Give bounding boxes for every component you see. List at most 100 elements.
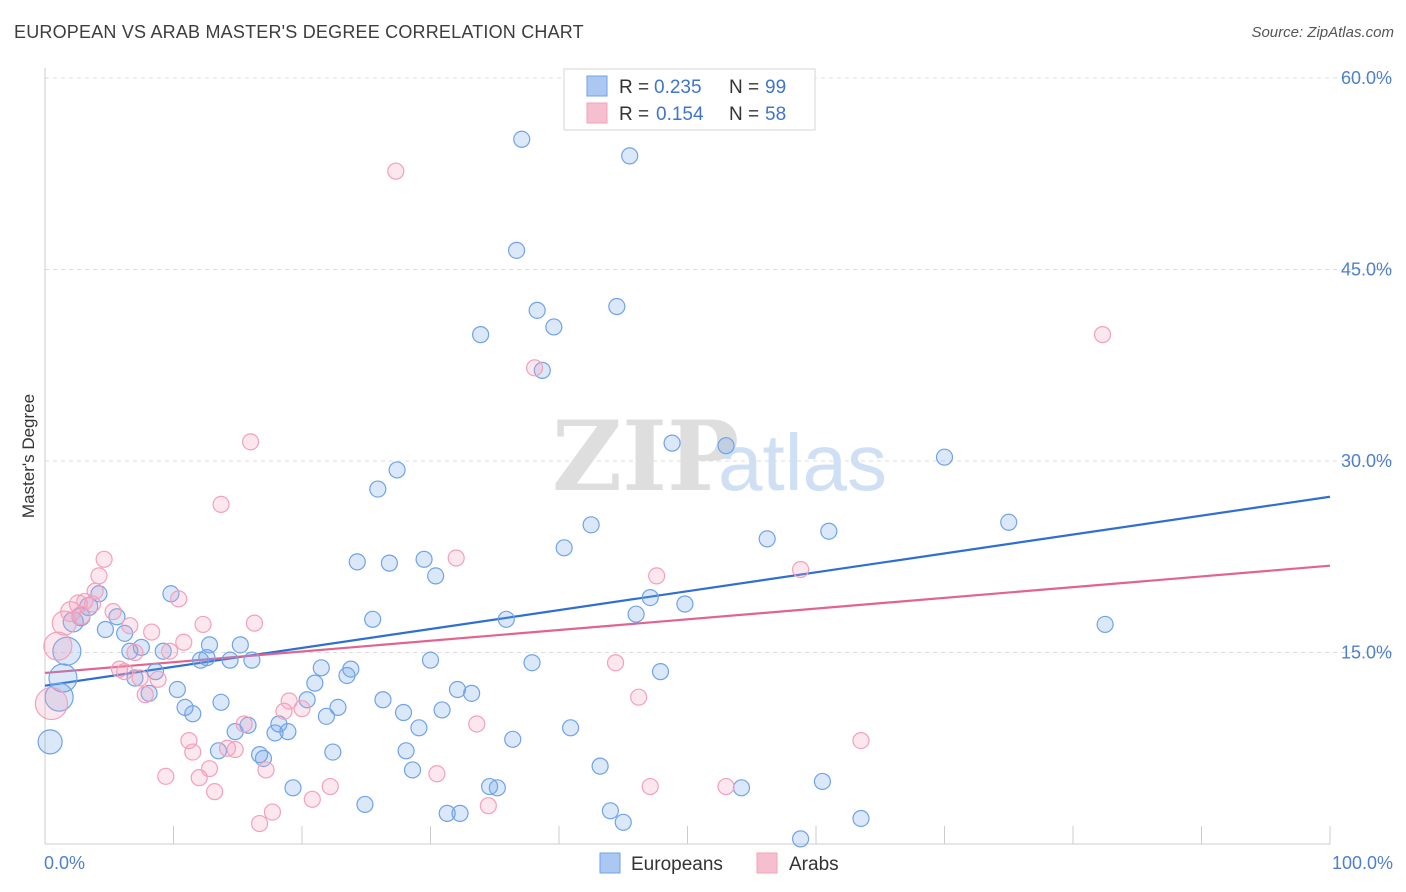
stats-r-label: R = — [619, 77, 649, 98]
data-point — [161, 642, 179, 660]
data-point — [1000, 513, 1018, 531]
data-point — [235, 715, 253, 733]
data-point — [184, 705, 202, 723]
data-point — [303, 790, 321, 808]
series-arabs — [34, 162, 1112, 833]
data-point — [513, 130, 531, 148]
data-point — [263, 803, 282, 821]
data-point — [121, 617, 139, 635]
data-point — [206, 783, 224, 801]
legend-item-europeans[interactable]: Europeans — [599, 852, 723, 875]
stats-swatch-arabs — [586, 102, 608, 124]
data-point — [71, 605, 91, 626]
data-point — [184, 743, 202, 761]
chart-title: EUROPEAN VS ARAB MASTER'S DEGREE CORRELA… — [14, 22, 584, 42]
data-point — [86, 582, 104, 600]
data-point — [717, 437, 735, 455]
data-point — [447, 549, 465, 567]
data-point — [231, 636, 249, 654]
data-point — [438, 804, 456, 822]
data-point — [448, 680, 467, 699]
stats-swatch-europeans — [586, 75, 608, 97]
data-point — [324, 743, 342, 761]
data-point — [463, 684, 481, 702]
data-point — [630, 688, 648, 706]
data-point — [415, 550, 433, 568]
x-tick-label: 100.0% — [1332, 853, 1393, 873]
data-point — [421, 651, 440, 669]
data-point — [200, 636, 219, 654]
data-point — [221, 651, 239, 669]
data-point — [95, 550, 113, 568]
data-point — [37, 729, 63, 755]
data-point — [1093, 326, 1112, 344]
data-point — [306, 674, 324, 692]
data-point — [34, 686, 69, 721]
data-point — [284, 779, 302, 797]
y-tick-label: 45.0% — [1341, 260, 1392, 280]
data-point — [194, 615, 212, 634]
stats-n-label: N = — [729, 77, 759, 98]
data-point — [608, 297, 626, 316]
data-point — [758, 530, 776, 548]
data-point — [60, 601, 82, 623]
data-point — [280, 692, 298, 710]
data-point — [149, 670, 167, 688]
data-point — [791, 830, 810, 848]
data-point — [380, 554, 398, 572]
stats-legend-row-europeans: R = 0.235 N = 99 — [586, 75, 786, 98]
legend-label-europeans: Europeans — [631, 854, 723, 875]
data-point — [614, 813, 632, 831]
data-point — [374, 691, 392, 709]
stats-legend-row-arabs: R = 0.154 N = 58 — [586, 102, 786, 125]
data-point — [497, 610, 515, 628]
data-point — [90, 567, 108, 585]
y-tick-label: 15.0% — [1341, 643, 1392, 663]
data-point — [428, 765, 446, 783]
legend-item-arabs[interactable]: Arabs — [756, 852, 839, 875]
data-point — [175, 633, 193, 651]
data-point — [312, 659, 330, 677]
data-point — [433, 701, 451, 719]
data-point — [606, 654, 625, 672]
data-point — [83, 595, 102, 613]
data-point — [791, 560, 810, 579]
data-point — [321, 777, 339, 796]
data-point — [116, 663, 134, 681]
trend-line-arabs — [44, 564, 1331, 675]
data-point — [717, 777, 735, 796]
data-point — [627, 605, 645, 623]
data-point — [96, 620, 114, 639]
data-point — [342, 660, 360, 678]
stats-r-value: 0.235 — [654, 77, 702, 98]
data-point — [663, 434, 681, 452]
data-point — [813, 772, 832, 791]
data-point — [820, 522, 838, 540]
data-point — [266, 724, 284, 742]
data-point — [591, 757, 609, 775]
watermark-zip: ZIP — [552, 400, 739, 513]
data-point — [488, 779, 506, 797]
data-point — [525, 359, 544, 377]
data-point — [676, 595, 694, 613]
data-point — [451, 804, 469, 822]
data-point — [257, 761, 275, 779]
legend-swatch-arabs — [756, 852, 778, 874]
data-point — [212, 693, 230, 711]
data-point — [641, 777, 659, 796]
points-layer — [34, 85, 1114, 848]
legend-label-arabs: Arabs — [789, 854, 839, 875]
data-point — [468, 715, 486, 733]
data-point — [641, 589, 659, 607]
grid-layer: 15.0% 30.0% 45.0% 60.0% — [45, 68, 1392, 663]
data-point — [198, 649, 216, 667]
data-point — [388, 461, 406, 479]
data-point — [200, 760, 219, 778]
data-point — [601, 802, 620, 820]
data-point — [410, 719, 428, 737]
data-point — [154, 642, 172, 660]
data-point — [44, 682, 74, 712]
data-point — [356, 795, 374, 814]
data-point — [298, 691, 316, 709]
data-point — [394, 703, 413, 722]
